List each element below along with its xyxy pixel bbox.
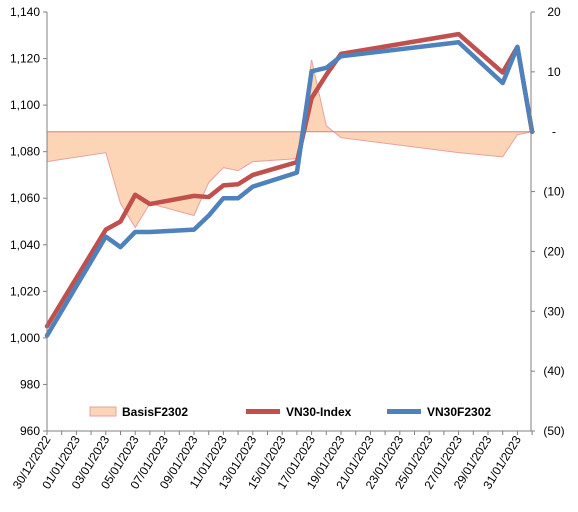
legend-label-vn30f: VN30F2302 <box>427 405 491 419</box>
right-tick-label: 10 <box>547 65 561 79</box>
left-tick-label: 1,000 <box>10 331 40 345</box>
right-tick-label: (50) <box>543 424 564 438</box>
left-tick-label: 1,040 <box>10 238 40 252</box>
right-tick-label: - <box>552 125 556 139</box>
left-tick-label: 1,020 <box>10 284 40 298</box>
right-tick-label: (10) <box>543 185 564 199</box>
left-tick-label: 1,120 <box>10 52 40 66</box>
left-tick-label: 1,080 <box>10 145 40 159</box>
area-layer <box>46 59 533 229</box>
right-tick-label: (30) <box>543 304 564 318</box>
lines-layer <box>44 31 535 338</box>
legend-label-vn30: VN30-Index <box>286 405 352 419</box>
vn30-index-line <box>44 31 535 329</box>
left-tick-label: 980 <box>20 377 40 391</box>
left-tick-label: 1,140 <box>10 5 40 19</box>
right-tick-label: (40) <box>543 364 564 378</box>
basis-outline <box>46 59 533 229</box>
left-tick-label: 960 <box>20 424 40 438</box>
legend-swatch-basis <box>89 406 117 417</box>
basis-area <box>47 59 533 228</box>
right-tick-label: 20 <box>547 5 561 19</box>
legend-label-basis: BasisF2302 <box>122 405 188 419</box>
vn30f2302-line <box>44 40 535 338</box>
right-tick-label: (20) <box>543 244 564 258</box>
left-tick-label: 1,060 <box>10 191 40 205</box>
legend: BasisF2302 VN30-Index VN30F2302 <box>89 405 491 419</box>
left-tick-label: 1,100 <box>10 98 40 112</box>
